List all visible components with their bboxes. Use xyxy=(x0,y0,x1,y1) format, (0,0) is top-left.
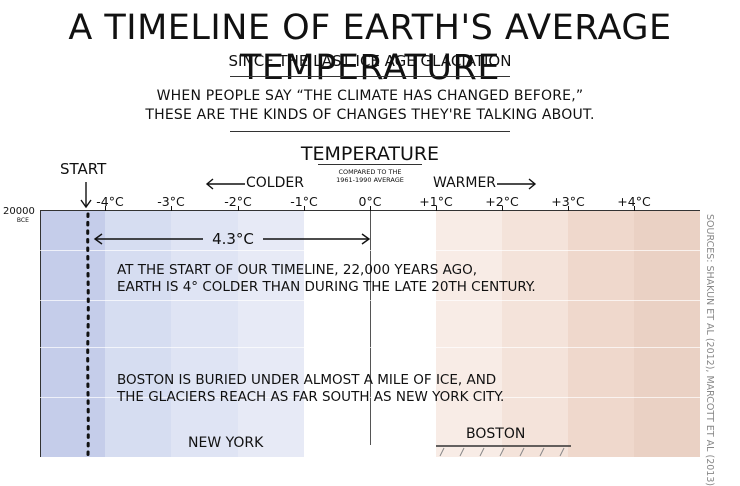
tick-label: +3°C xyxy=(551,194,585,209)
grid-line xyxy=(40,397,700,398)
tick-mark xyxy=(304,206,305,211)
grid-line xyxy=(40,250,700,251)
band-minus-4-to-minus-3 xyxy=(105,210,171,457)
tick-label: -1°C xyxy=(290,194,318,209)
quote-line-2: THESE ARE THE KINDS OF CHANGES THEY'RE T… xyxy=(145,107,595,123)
sources-note: SOURCES: SHAKUN ET AL (2012), MARCOTT ET… xyxy=(704,214,715,486)
tick-label: +2°C xyxy=(485,194,519,209)
difference-arrow-icon xyxy=(93,233,371,245)
axis-subheading-line-1: COMPARED TO THE xyxy=(338,168,402,176)
note-start-line-1: AT THE START OF OUR TIMELINE, 22,000 YEA… xyxy=(117,262,478,278)
start-year: 20000 xyxy=(3,206,35,217)
note-glaciers: BOSTON IS BURIED UNDER ALMOST A MILE OF … xyxy=(117,372,504,406)
start-arrow-icon xyxy=(80,182,92,209)
band-plus-1-to-plus-2 xyxy=(436,210,502,457)
page-title: A TIMELINE OF EARTH'S AVERAGE TEMPERATUR… xyxy=(68,8,672,88)
boston-label: BOSTON xyxy=(466,426,526,442)
grid-line xyxy=(40,300,700,301)
divider xyxy=(230,76,510,77)
band-plus-2-to-plus-3 xyxy=(502,210,568,457)
start-era: BCE xyxy=(16,217,29,224)
note-start: AT THE START OF OUR TIMELINE, 22,000 YEA… xyxy=(117,262,536,296)
warmer-arrow-icon xyxy=(497,178,537,190)
axis-subheading-line-2: 1961-1990 AVERAGE xyxy=(336,176,404,184)
start-year-label: 20000 BCE xyxy=(3,207,35,225)
divider xyxy=(230,131,510,132)
tick-label: -3°C xyxy=(157,194,185,209)
chart-left-edge xyxy=(40,210,41,457)
tick-mark xyxy=(370,206,371,211)
tick-label: +4°C xyxy=(617,194,651,209)
axis-heading-underline xyxy=(318,164,422,165)
band-minus-1-to-0 xyxy=(304,210,370,457)
band-plus-4-to-plus-5 xyxy=(634,210,700,457)
tick-mark xyxy=(502,206,503,211)
ice-ground-line xyxy=(436,445,571,457)
tick-label: -4°C xyxy=(96,194,124,209)
page-subtitle: SINCE THE LAST ICE AGE GLACIATION xyxy=(228,52,512,70)
band-minus-2-to-minus-1 xyxy=(238,210,304,457)
zero-line xyxy=(370,210,371,445)
axis-subheading: COMPARED TO THE 1961-1990 AVERAGE xyxy=(320,168,420,184)
warmer-label: WARMER xyxy=(433,175,497,191)
colder-label: COLDER xyxy=(246,175,304,191)
band-minus-3-to-minus-2 xyxy=(171,210,238,457)
band-plus-3-to-plus-4 xyxy=(568,210,634,457)
colder-arrow-icon xyxy=(205,178,245,190)
band-0-to-plus-1 xyxy=(370,210,436,457)
grid-line xyxy=(40,347,700,348)
tick-mark xyxy=(171,206,172,211)
band-minus-5-to-minus-4 xyxy=(40,210,105,457)
note-glaciers-line-2: THE GLACIERS REACH AS FAR SOUTH AS NEW Y… xyxy=(117,389,505,405)
difference-label: 4.3°C xyxy=(212,230,254,248)
start-label: START xyxy=(60,160,107,178)
tick-mark xyxy=(436,206,437,211)
note-start-line-2: EARTH IS 4° COLDER THAN DURING THE LATE … xyxy=(117,279,536,295)
temperature-trace xyxy=(86,212,90,457)
note-glaciers-line-1: BOSTON IS BURIED UNDER ALMOST A MILE OF … xyxy=(117,372,497,388)
quote-line-1: WHEN PEOPLE SAY “THE CLIMATE HAS CHANGED… xyxy=(156,88,584,104)
tick-mark xyxy=(568,206,569,211)
tick-mark xyxy=(105,206,106,211)
tick-label: 0°C xyxy=(358,194,382,209)
tick-mark xyxy=(238,206,239,211)
tick-label: -2°C xyxy=(224,194,252,209)
tick-mark xyxy=(634,206,635,211)
new-york-label: NEW YORK xyxy=(188,435,264,451)
tick-label: +1°C xyxy=(419,194,453,209)
axis-heading: TEMPERATURE xyxy=(300,143,440,165)
